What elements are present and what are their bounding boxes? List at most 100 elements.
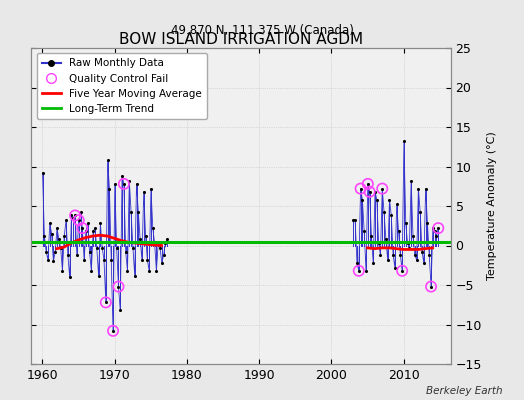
Point (138, 256, 146, 263)
Point (434, 225, 442, 231)
Point (89, 228, 97, 234)
Point (91, 225, 99, 231)
Point (51, 249, 59, 255)
Point (149, 225, 157, 231)
Point (80, 256, 89, 263)
Point (421, 186, 430, 192)
Point (391, 264, 399, 271)
Point (74, 217, 83, 224)
Point (380, 209, 388, 216)
Point (371, 188, 379, 195)
Point (356, 186, 365, 192)
Text: 49.870 N, 111.375 W (Canada): 49.870 N, 111.375 W (Canada) (171, 24, 353, 37)
Point (387, 212, 396, 219)
Point (73, 252, 81, 258)
Point (349, 217, 357, 224)
Point (145, 268, 154, 274)
Point (78, 225, 86, 231)
Point (54, 236, 63, 242)
Point (351, 217, 359, 224)
Point (407, 178, 416, 184)
Point (44, 256, 52, 263)
Point (429, 225, 437, 231)
Text: Berkeley Earth: Berkeley Earth (427, 386, 503, 396)
Point (367, 233, 376, 239)
Point (127, 209, 135, 216)
Point (373, 196, 381, 203)
Point (94, 272, 103, 279)
Point (364, 181, 372, 187)
Point (139, 188, 148, 195)
Point (355, 268, 363, 274)
Point (47, 230, 56, 237)
Point (102, 299, 110, 306)
Point (378, 186, 387, 192)
Point (98, 245, 106, 251)
Point (100, 256, 108, 263)
Point (141, 233, 150, 239)
Point (396, 252, 405, 258)
Point (154, 240, 162, 246)
Point (42, 249, 50, 255)
Point (420, 260, 428, 266)
Point (40, 233, 49, 239)
Point (58, 268, 67, 274)
Point (119, 181, 128, 187)
Point (77, 209, 85, 216)
Point (156, 245, 164, 251)
Point (163, 236, 171, 242)
Point (109, 328, 117, 334)
Point (62, 217, 70, 224)
Point (53, 225, 61, 231)
Point (356, 186, 365, 192)
Point (411, 252, 419, 258)
Point (114, 283, 123, 290)
Point (78, 225, 86, 231)
Point (385, 196, 394, 203)
Point (57, 245, 65, 251)
Point (96, 220, 105, 226)
Point (114, 283, 123, 290)
Title: BOW ISLAND IRRIGATION AGDM: BOW ISLAND IRRIGATION AGDM (119, 32, 363, 47)
Point (375, 240, 383, 246)
Point (130, 272, 139, 279)
Point (134, 209, 143, 216)
Point (353, 260, 361, 266)
Point (123, 268, 132, 274)
Point (418, 249, 426, 255)
Point (66, 274, 74, 280)
Point (38, 170, 47, 176)
Point (125, 178, 134, 184)
Point (107, 256, 115, 263)
Point (362, 268, 370, 274)
Point (381, 236, 390, 242)
Point (434, 225, 442, 231)
Point (398, 268, 406, 274)
Point (113, 245, 121, 251)
Point (427, 283, 435, 290)
Point (369, 260, 377, 266)
Point (414, 186, 422, 192)
Point (398, 268, 406, 274)
Point (412, 256, 421, 263)
Point (432, 233, 441, 239)
Point (395, 228, 403, 234)
Point (405, 245, 413, 251)
Point (105, 186, 114, 192)
Point (427, 283, 435, 290)
Point (409, 233, 417, 239)
Point (355, 268, 363, 274)
Point (111, 181, 119, 187)
Point (159, 252, 168, 258)
Legend: Raw Monthly Data, Quality Control Fail, Five Year Moving Average, Long-Term Tren: Raw Monthly Data, Quality Control Fail, … (37, 53, 207, 119)
Point (133, 181, 141, 187)
Point (403, 240, 412, 246)
Point (109, 328, 117, 334)
Point (360, 228, 368, 234)
Point (392, 201, 401, 208)
Point (152, 268, 160, 274)
Point (384, 256, 392, 263)
Point (143, 256, 151, 263)
Point (60, 233, 69, 239)
Point (74, 217, 83, 224)
